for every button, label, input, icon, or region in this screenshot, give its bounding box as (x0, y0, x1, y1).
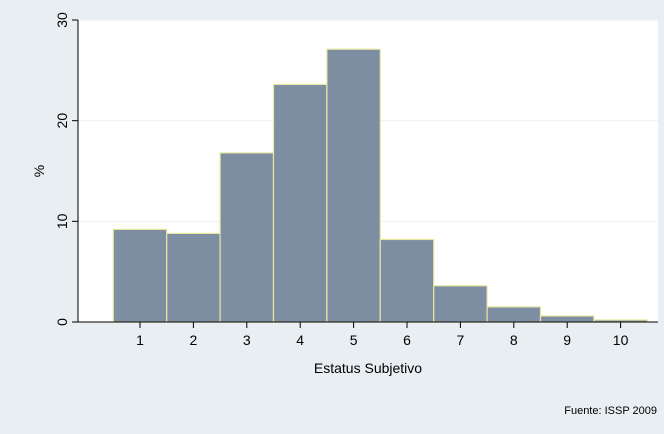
bar-2 (166, 232, 221, 323)
bar-7 (433, 285, 488, 323)
x-tick-label: 7 (457, 332, 465, 348)
bar-9 (539, 315, 595, 323)
x-tick-label: 10 (613, 332, 629, 348)
x-tick-label: 8 (510, 332, 518, 348)
bar-3 (219, 152, 275, 323)
x-tick-label: 2 (190, 332, 198, 348)
y-axis-label: % (31, 165, 47, 177)
bar-1 (112, 228, 168, 323)
x-axis-label: Estatus Subjetivo (314, 360, 422, 376)
bar-5 (326, 48, 381, 323)
bar-8 (486, 306, 542, 323)
y-axis-ticks: 0 10 20 30 (54, 12, 78, 326)
bars (112, 48, 648, 323)
x-tick-label: 4 (296, 332, 304, 348)
x-tick-label: 1 (136, 332, 144, 348)
source-note: Fuente: ISSP 2009 (564, 405, 657, 417)
y-tick-label: 30 (54, 12, 70, 28)
x-tick-label: 3 (243, 332, 251, 348)
y-tick-label: 0 (54, 318, 70, 326)
x-axis-ticks: 1 2 3 4 5 6 7 8 9 10 (136, 322, 629, 348)
bar-4 (272, 83, 328, 323)
y-tick-label: 20 (54, 113, 70, 129)
x-tick-label: 5 (350, 332, 358, 348)
bar-6 (379, 238, 435, 323)
y-tick-label: 10 (54, 213, 70, 229)
x-tick-label: 6 (403, 332, 411, 348)
x-tick-label: 9 (563, 332, 571, 348)
